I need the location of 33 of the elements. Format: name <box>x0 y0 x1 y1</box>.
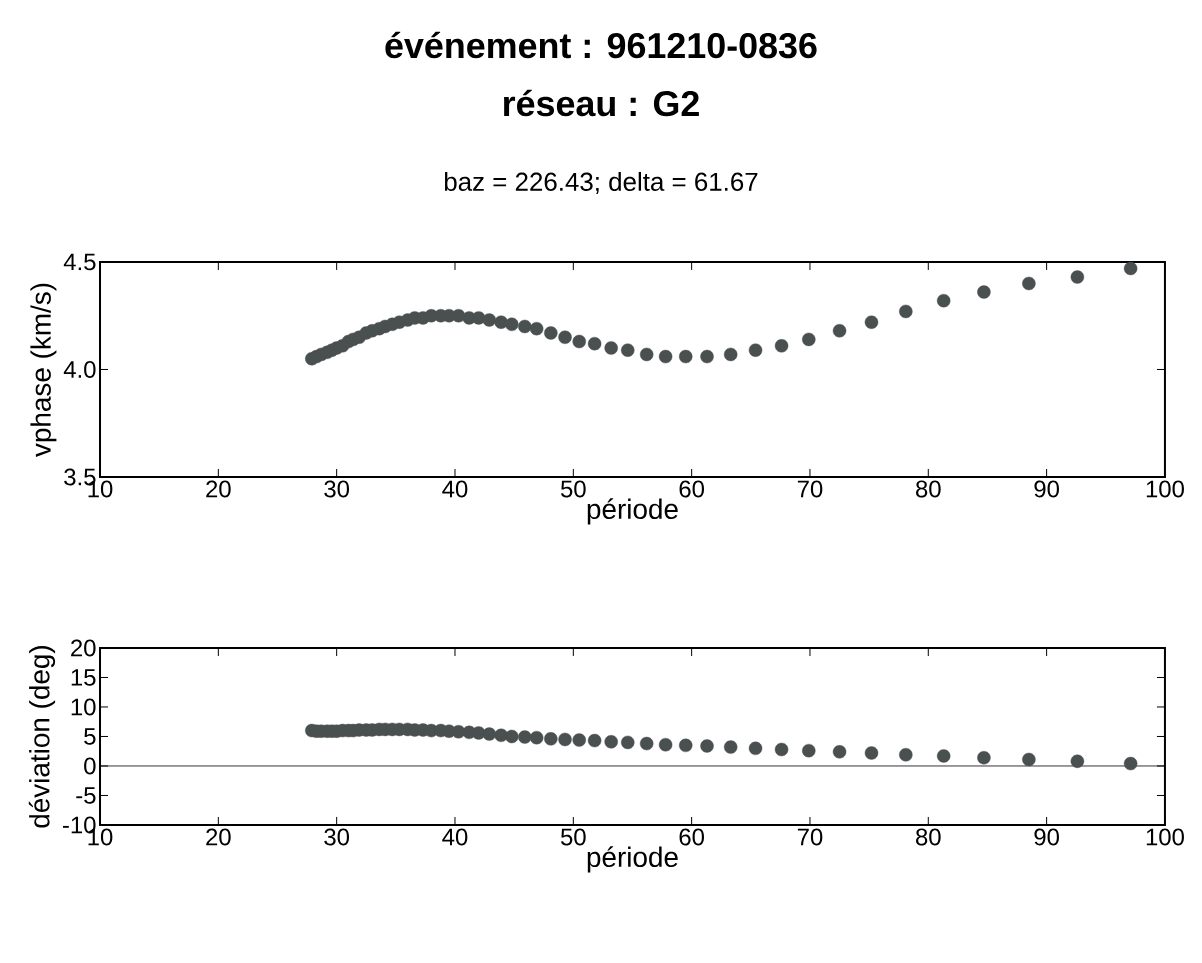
x-tick-label: 80 <box>916 480 941 498</box>
x-tick-label: 90 <box>1034 828 1059 846</box>
x-tick-label: 40 <box>442 480 468 498</box>
x-tick-label: 20 <box>206 480 231 498</box>
x-tick-label: 20 <box>206 828 231 846</box>
x-axis-title: période <box>587 498 678 525</box>
x-tick-label: 70 <box>797 480 823 498</box>
y-tick-label: 4.0 <box>63 361 96 378</box>
y-axis-title: déviation (deg) <box>28 646 56 828</box>
y-tick-label: -5 <box>76 787 96 804</box>
x-tick-label: 40 <box>442 828 468 846</box>
chart-title: événement : 961210-0836 <box>385 31 817 59</box>
y-tick-label: 5 <box>84 728 96 745</box>
x-tick-label: 100 <box>1146 828 1184 846</box>
y-tick-label: 4.5 <box>63 253 96 271</box>
y-tick-label: 10 <box>71 698 96 716</box>
y-tick-label: 15 <box>71 669 96 686</box>
x-tick-label: 90 <box>1034 480 1059 498</box>
y-tick-label: 0 <box>84 757 96 775</box>
x-axis-title: période <box>587 846 678 873</box>
text: baz = 226.43; delta = 61.67 <box>444 171 758 195</box>
x-tick-label: 80 <box>916 828 941 846</box>
x-tick-label: 60 <box>679 480 704 498</box>
y-tick-label: 20 <box>71 639 96 657</box>
x-tick-label: 50 <box>560 480 586 498</box>
chart-subtitle: réseau : G2 <box>504 89 699 117</box>
y-axis-title: vphase (km/s) <box>30 283 57 457</box>
x-tick-label: 70 <box>797 828 823 846</box>
x-tick-label: 100 <box>1146 480 1184 498</box>
x-tick-label: 30 <box>324 480 350 498</box>
x-tick-label: 50 <box>560 828 586 846</box>
x-tick-label: 30 <box>324 828 350 846</box>
x-tick-label: 60 <box>679 828 704 846</box>
